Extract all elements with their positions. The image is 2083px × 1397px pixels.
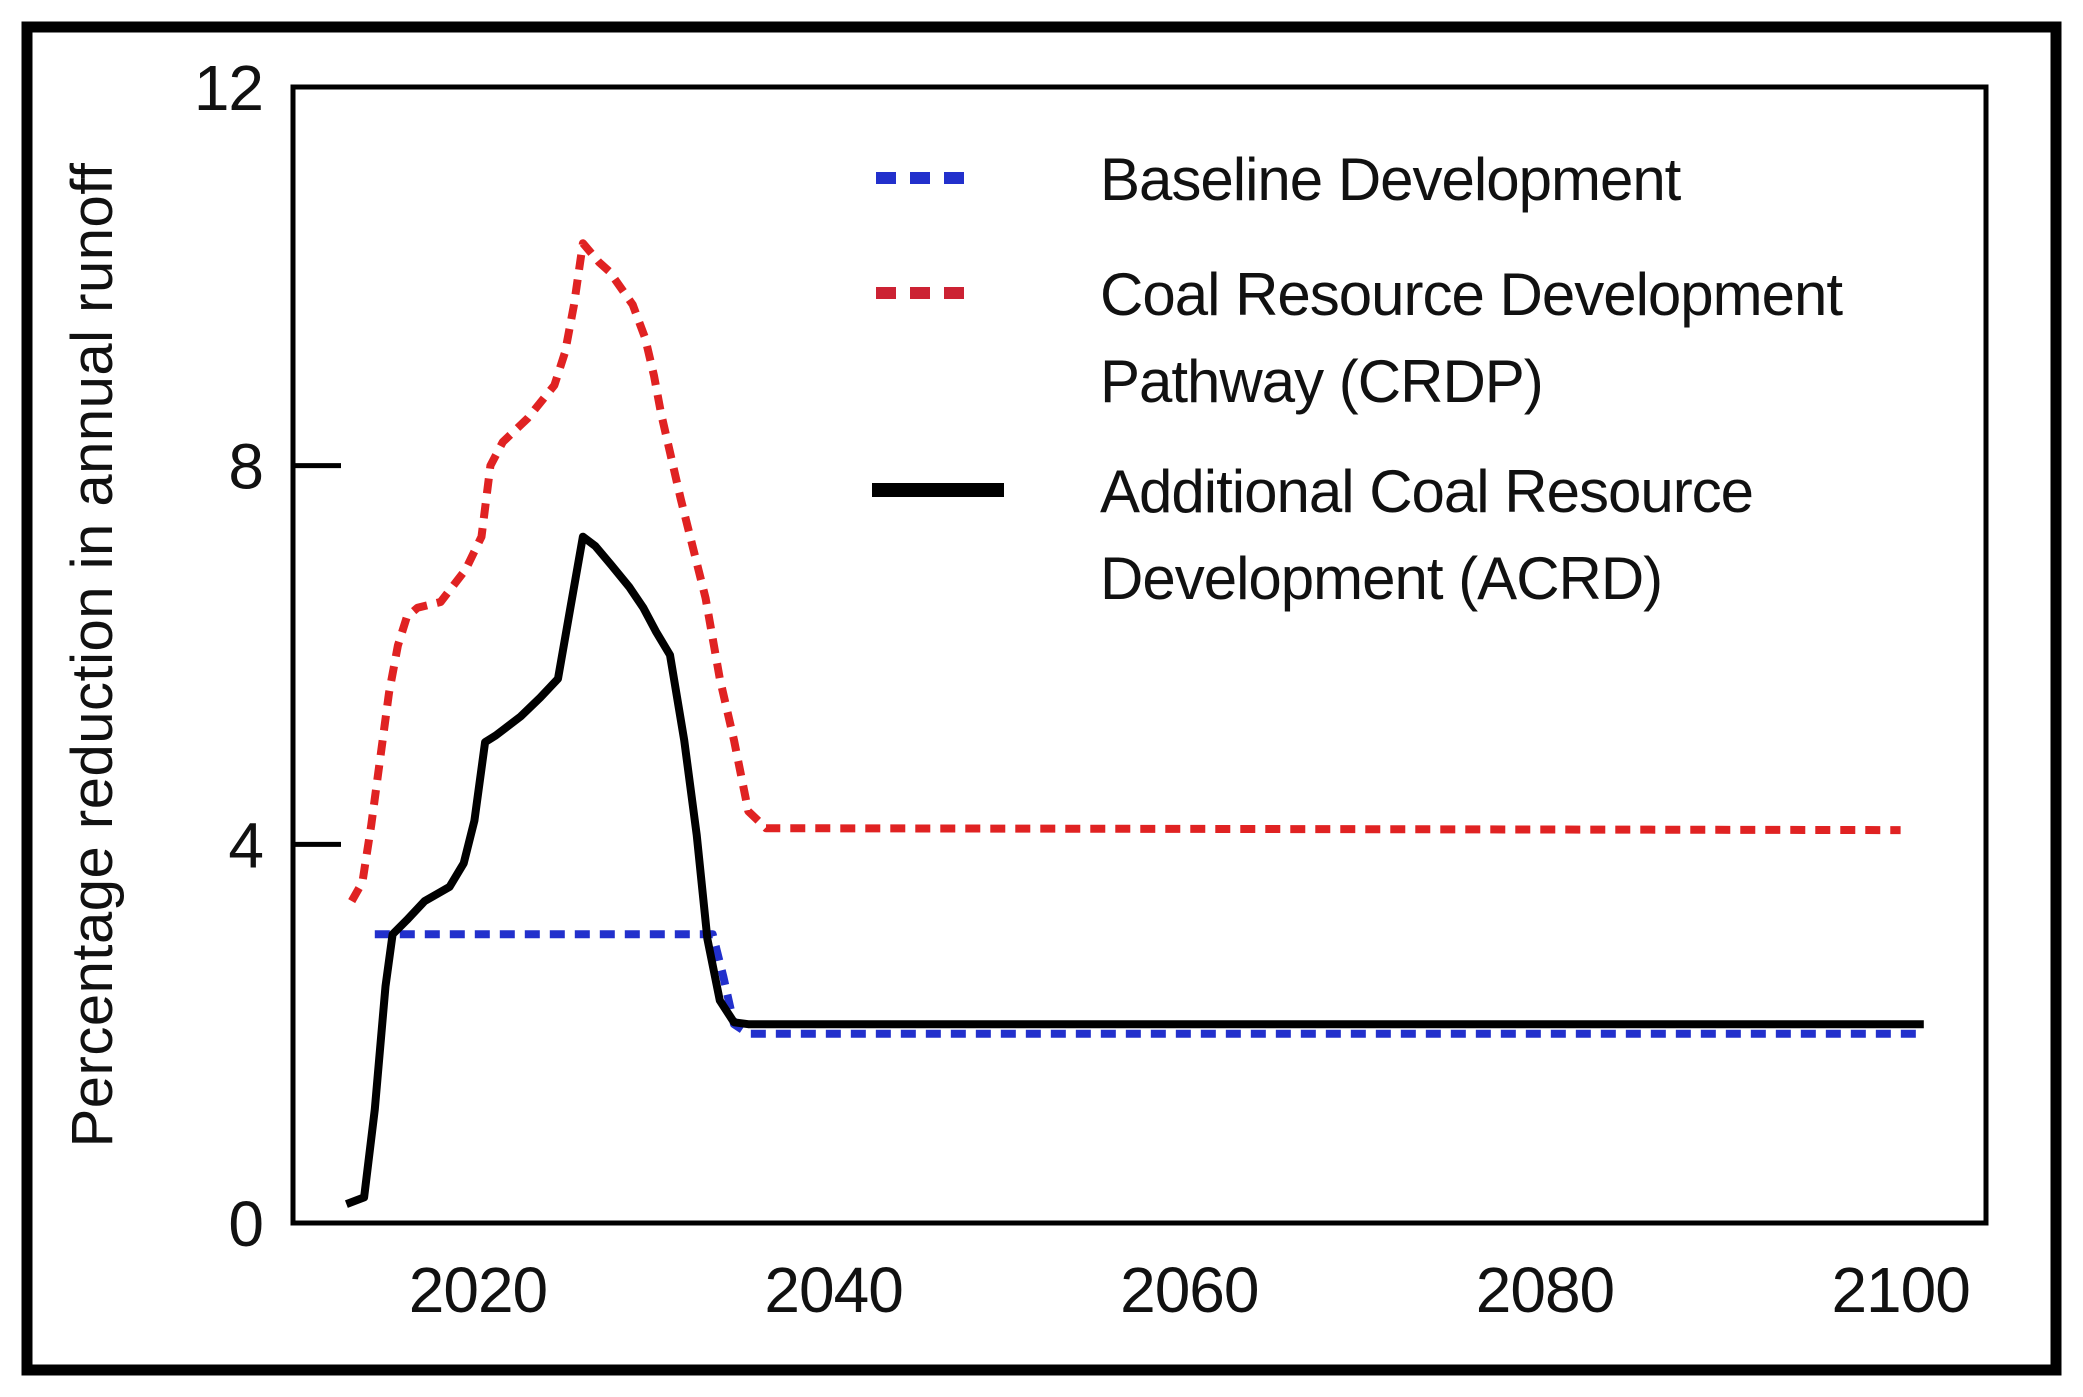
y-axis-ticks: 0 4 8 12	[194, 52, 341, 1260]
legend-label-line: Development (ACRD)	[1100, 545, 1662, 612]
x-tick-label: 2100	[1831, 1254, 1969, 1326]
legend-item: Coal Resource Development Pathway (CRDP)	[876, 261, 1844, 415]
plot-area	[290, 84, 1989, 1226]
legend-label-line: Pathway (CRDP)	[1100, 348, 1543, 415]
series-line-additional-coal-resource-development-acrd	[344, 532, 1924, 1208]
series-line-coal-resource-development-pathway-crdp	[348, 239, 1901, 904]
y-tick-label: 8	[228, 431, 263, 503]
legend-label-line: Additional Coal Resource	[1100, 458, 1753, 525]
series-lines	[344, 239, 1924, 1208]
x-axis-ticks: 2020 2040 2060 2080 2100	[409, 1254, 1971, 1326]
y-tick-label: 4	[228, 809, 263, 881]
legend-item: Additional Coal Resource Development (ACR…	[872, 458, 1754, 612]
x-tick-label: 2040	[764, 1254, 902, 1326]
legend-label-line: Coal Resource Development	[1100, 261, 1843, 328]
legend-label-line: Baseline Development	[1100, 146, 1682, 213]
y-tick-label: 0	[228, 1188, 263, 1260]
x-tick-label: 2060	[1120, 1254, 1258, 1326]
x-tick-label: 2020	[409, 1254, 547, 1326]
y-axis-title: Percentage reduction in annual runoff	[60, 162, 125, 1147]
legend: Baseline Development Coal Resource Develo…	[872, 146, 1844, 612]
series-line-baseline-development	[374, 930, 1924, 1038]
figure-border	[21, 21, 2062, 1376]
x-tick-label: 2080	[1476, 1254, 1614, 1326]
y-tick-label: 12	[194, 52, 263, 124]
legend-item: Baseline Development	[876, 146, 1683, 213]
